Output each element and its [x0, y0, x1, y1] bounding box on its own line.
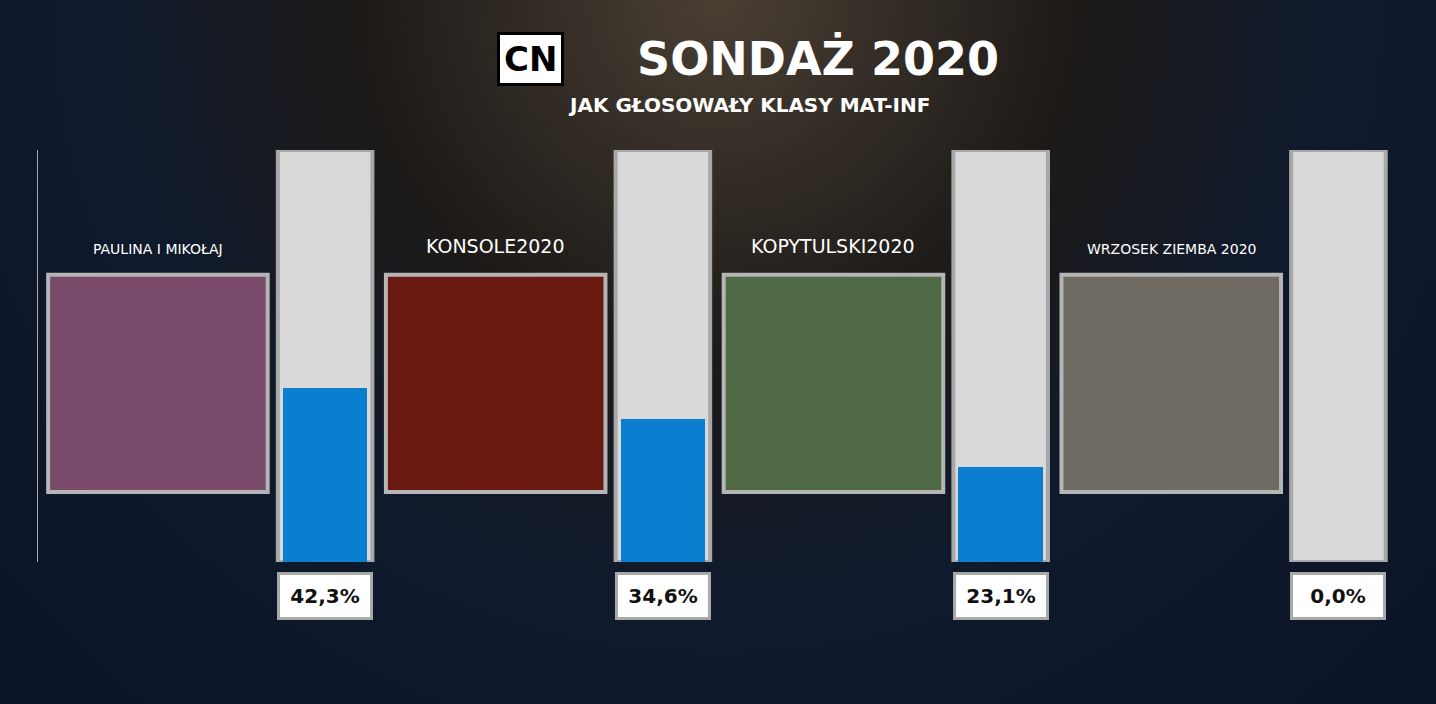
svg-text:WRZOSEK ZIEMBA 2020: WRZOSEK ZIEMBA 2020 [1087, 241, 1256, 257]
svg-text:SONDAŻ 2020: SONDAŻ 2020 [637, 32, 999, 86]
svg-text:42,3%: 42,3% [290, 584, 359, 608]
svg-text:34,6%: 34,6% [628, 584, 697, 608]
svg-text:0,0%: 0,0% [1310, 584, 1365, 608]
svg-text:KOPYTULSKI2020: KOPYTULSKI2020 [751, 235, 915, 257]
svg-text:JAK GŁOSOWAŁY KLASY MAT-INF: JAK GŁOSOWAŁY KLASY MAT-INF [568, 93, 930, 117]
svg-text:PAULINA I MIKOŁAJ: PAULINA I MIKOŁAJ [93, 241, 223, 257]
svg-text:CN: CN [504, 39, 557, 79]
svg-text:23,1%: 23,1% [966, 584, 1035, 608]
svg-text:KONSOLE2020: KONSOLE2020 [426, 235, 565, 257]
